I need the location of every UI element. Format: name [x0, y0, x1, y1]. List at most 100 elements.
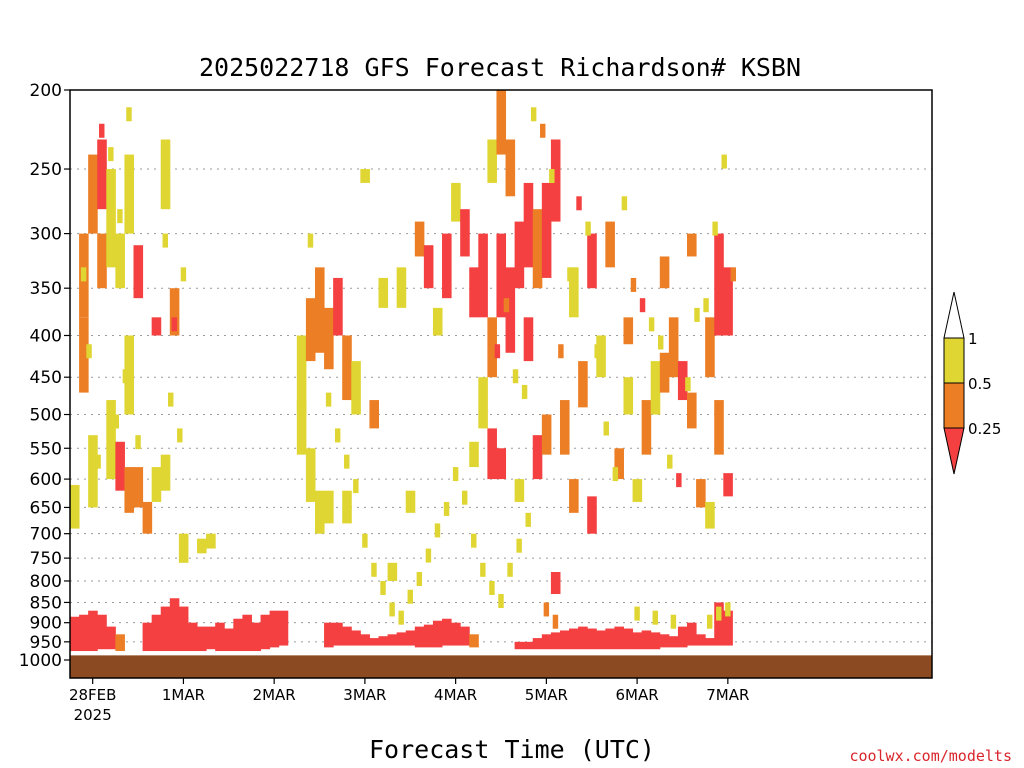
ri-speckle — [694, 307, 700, 322]
ri-cell — [659, 256, 670, 289]
y-tick-label: 950 — [30, 633, 62, 653]
ri-cell — [714, 602, 724, 646]
ri-cell — [260, 614, 271, 650]
ri-speckle — [113, 414, 119, 429]
ri-cell — [587, 496, 597, 534]
ri-speckle — [576, 196, 582, 211]
ri-cell — [442, 233, 452, 299]
ri-speckle — [667, 454, 673, 469]
x-axis-label: Forecast Time (UTC) — [369, 735, 655, 764]
ri-cell — [605, 221, 615, 268]
ri-cell — [97, 139, 107, 210]
ri-cell — [514, 479, 525, 502]
ri-speckle — [434, 523, 441, 538]
ri-cell — [705, 317, 715, 378]
ri-cell — [423, 245, 434, 289]
ri-cell — [324, 622, 334, 648]
ri-speckle — [516, 538, 522, 553]
ri-cell — [414, 626, 425, 648]
y-tick-label: 750 — [30, 549, 62, 569]
ri-speckle — [503, 298, 510, 313]
x-tick-sublabel: 2025 — [74, 706, 112, 724]
ri-cell — [79, 614, 89, 652]
ri-speckle — [494, 344, 501, 359]
ri-speckle — [603, 421, 609, 436]
ri-cell — [324, 490, 334, 524]
ri-cell — [70, 616, 80, 652]
ri-cell — [487, 317, 497, 378]
ri-cell — [650, 361, 661, 415]
ri-cell — [677, 626, 688, 648]
ri-cell — [387, 562, 398, 581]
y-tick-label: 600 — [30, 470, 62, 490]
y-tick-label: 450 — [30, 368, 62, 388]
ri-speckle — [657, 335, 664, 350]
ri-cell — [723, 473, 733, 497]
ri-cell — [687, 392, 697, 429]
ri-speckle — [461, 490, 468, 505]
ri-cell — [324, 307, 334, 370]
ri-speckle — [95, 454, 101, 469]
ri-cell — [478, 233, 488, 318]
ri-cell — [614, 448, 624, 480]
ground-fill — [70, 654, 932, 678]
ri-cell — [478, 377, 488, 429]
ri-cell — [378, 636, 389, 646]
ri-speckle — [353, 479, 359, 494]
ri-cell — [88, 154, 98, 234]
x-tick-label: 4MAR — [434, 686, 477, 704]
ri-cell — [505, 139, 516, 197]
ri-cell — [70, 484, 80, 529]
legend-label: 0.25 — [968, 420, 1001, 438]
legend-swatch-mid — [943, 382, 965, 429]
ri-cell — [514, 221, 525, 289]
plot-area — [69, 89, 933, 679]
y-tick-label: 850 — [30, 593, 62, 613]
ri-speckle — [443, 501, 450, 516]
ri-cell — [587, 233, 597, 289]
ri-speckle — [371, 562, 377, 577]
ri-cell — [160, 139, 171, 210]
credit-link[interactable]: coolwx.com/modelts — [849, 747, 1012, 765]
ri-cell — [668, 636, 679, 648]
ri-cell — [496, 448, 507, 480]
ri-speckle — [716, 606, 722, 621]
y-tick-label: 650 — [30, 498, 62, 518]
ri-cell — [124, 467, 135, 513]
ri-speckle — [80, 267, 87, 282]
y-tick-label: 550 — [30, 439, 62, 459]
ri-speckle — [389, 602, 395, 617]
ri-cell — [333, 277, 343, 336]
ri-cell — [705, 501, 715, 529]
ri-speckle — [122, 369, 129, 384]
ri-cell — [460, 209, 470, 257]
ri-speckle — [334, 428, 341, 443]
ri-speckle — [108, 147, 114, 162]
ri-cell — [133, 467, 144, 508]
ri-speckle — [325, 392, 332, 407]
ri-cell — [705, 638, 715, 646]
legend-label: 1 — [968, 330, 978, 348]
ri-cell — [496, 233, 507, 318]
ri-speckle — [380, 580, 386, 595]
ri-speckle — [685, 377, 691, 392]
ri-cell — [106, 169, 116, 268]
ri-cell — [623, 628, 634, 650]
ri-cell — [124, 154, 135, 234]
ri-cell — [305, 448, 316, 502]
ri-cell — [115, 634, 125, 652]
ri-speckle — [612, 467, 619, 482]
ri-speckle — [407, 589, 413, 604]
ri-cell — [487, 139, 497, 183]
ri-cell — [550, 632, 561, 650]
ri-speckle — [558, 344, 564, 359]
ri-speckle — [316, 288, 323, 303]
ri-speckle — [567, 267, 573, 282]
y-tick-label: 900 — [30, 614, 62, 634]
ri-cell — [641, 630, 652, 650]
ri-speckle — [585, 221, 591, 236]
ri-speckle — [540, 123, 546, 138]
ri-cell — [206, 533, 216, 549]
ri-cell — [178, 606, 189, 652]
x-tick-label: 1MAR — [162, 686, 205, 704]
